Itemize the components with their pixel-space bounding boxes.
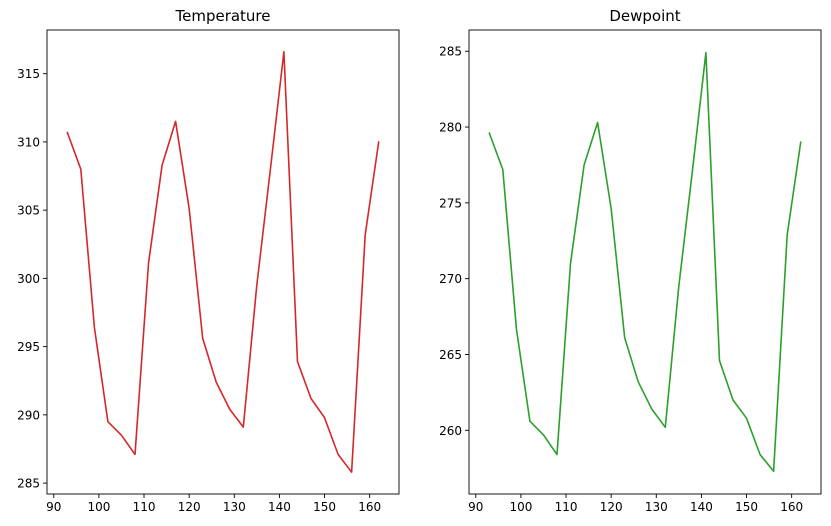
temperature-x-tick-label: 110 <box>133 500 156 514</box>
dewpoint-x-tick-label: 90 <box>468 500 483 514</box>
dewpoint-y-tick-label: 285 <box>439 45 462 59</box>
temperature-chart-title: Temperature <box>174 7 270 25</box>
dewpoint-x-tick-label: 110 <box>555 500 578 514</box>
dewpoint-y-tick-label: 270 <box>439 272 462 286</box>
dewpoint-x-tick-label: 140 <box>690 500 713 514</box>
dewpoint-y-tick-label: 260 <box>439 424 462 438</box>
temperature-x-tick-label: 90 <box>46 500 61 514</box>
temperature-x-tick-label: 140 <box>268 500 291 514</box>
temperature-y-tick-label: 290 <box>17 408 40 422</box>
temperature-series-line <box>66 50 380 474</box>
temperature-axes-frame <box>46 29 400 495</box>
temperature-y-tick-label: 300 <box>17 272 40 286</box>
temperature-y-tick-label: 310 <box>17 135 40 149</box>
dewpoint-y-tick-label: 265 <box>439 348 462 362</box>
dewpoint-axes-frame <box>468 29 822 495</box>
temperature-y-tick-label: 285 <box>17 477 40 491</box>
temperature-x-tick-label: 130 <box>223 500 246 514</box>
dewpoint-x-tick-label: 130 <box>645 500 668 514</box>
dewpoint-x-tick-label: 150 <box>735 500 758 514</box>
dewpoint-x-tick-label: 100 <box>509 500 532 514</box>
temperature-x-tick-label: 120 <box>178 500 201 514</box>
temperature-y-tick-label: 315 <box>17 67 40 81</box>
dewpoint-x-tick-label: 160 <box>780 500 803 514</box>
temperature-y-tick-label: 295 <box>17 340 40 354</box>
temperature-panel: Temperature 90 100 110 120 130 140 150 160 285 290… <box>17 7 400 514</box>
dewpoint-y-tick-label: 280 <box>439 121 462 135</box>
temperature-x-tick-label: 150 <box>313 500 336 514</box>
temperature-x-tick-label: 100 <box>87 500 110 514</box>
dewpoint-series-line <box>488 51 802 473</box>
dewpoint-chart-title: Dewpoint <box>609 7 680 25</box>
temperature-y-tick-label: 305 <box>17 204 40 218</box>
dewpoint-panel: Dewpoint 90 100 110 120 130 140 150 160 260 265 270… <box>439 7 822 514</box>
temperature-x-tick-label: 160 <box>358 500 381 514</box>
dewpoint-y-tick-label: 275 <box>439 196 462 210</box>
dewpoint-x-tick-label: 120 <box>600 500 623 514</box>
